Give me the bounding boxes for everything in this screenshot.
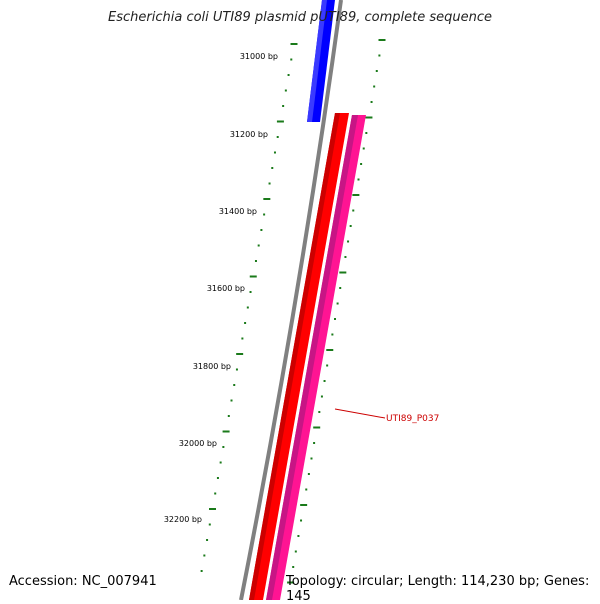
- ruler-labels: 31000 bp 31200 bp 31400 bp 31600 bp 3180…: [164, 52, 278, 524]
- feature-label-leader: [334, 408, 386, 419]
- ruler-label: 31800 bp: [193, 362, 231, 371]
- ruler-label: 31200 bp: [230, 130, 268, 139]
- inner-tick-marks: [200, 43, 298, 572]
- ruler-label: 31000 bp: [240, 52, 278, 61]
- ruler-label: 32200 bp: [164, 515, 202, 524]
- blue-feature[interactable]: [307, 0, 335, 122]
- pink-feature[interactable]: [266, 115, 366, 600]
- outer-tick-marks: [287, 39, 386, 584]
- ruler-label: 31400 bp: [219, 207, 257, 216]
- red-feature[interactable]: [249, 113, 349, 600]
- backbone-line: [239, 0, 343, 600]
- accession-text: Accession: NC_007941: [9, 574, 157, 589]
- page-title: Escherichia coli UTI89 plasmid pUTI89, c…: [108, 10, 492, 25]
- ruler-label: 31600 bp: [207, 284, 245, 293]
- feature-label-uti89-p037[interactable]: UTI89_P037: [386, 414, 439, 424]
- ruler-label: 32000 bp: [179, 439, 217, 448]
